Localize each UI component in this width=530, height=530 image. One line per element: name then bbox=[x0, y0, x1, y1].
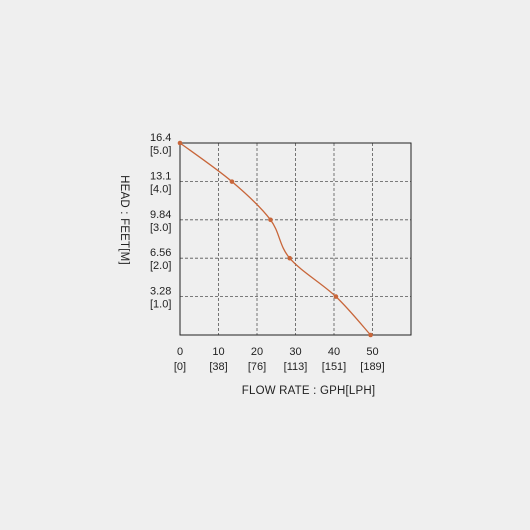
y-tick-label: 3.28 bbox=[150, 286, 171, 298]
y-tick-sublabel: [1.0] bbox=[150, 299, 171, 311]
x-tick-sublabel: [38] bbox=[209, 361, 227, 373]
y-tick-sublabel: [2.0] bbox=[150, 260, 171, 272]
data-point bbox=[177, 140, 183, 146]
x-tick-sublabel: [151] bbox=[322, 361, 346, 373]
y-tick-sublabel: [4.0] bbox=[150, 184, 171, 196]
data-point bbox=[268, 217, 273, 223]
y-tick-sublabel: [3.0] bbox=[150, 222, 171, 234]
data-point bbox=[333, 294, 339, 299]
y-tick-labels: 16.4[5.0] 13.1[4.0] 9.84[3.0] 6.56[2.0] 3.28… bbox=[150, 132, 171, 311]
x-tick-label: 30 bbox=[289, 346, 301, 358]
x-tick-sublabel: [113] bbox=[284, 361, 308, 373]
plot-frame bbox=[179, 142, 412, 336]
y-tick-sublabel: [5.0] bbox=[150, 145, 171, 157]
y-tick-label: 16.4 bbox=[150, 132, 171, 144]
data-point bbox=[368, 332, 373, 338]
x-tick-label: 10 bbox=[212, 346, 224, 358]
x-tick-label: 50 bbox=[366, 346, 378, 358]
grid-lines bbox=[180, 143, 411, 335]
y-tick-label: 6.56 bbox=[150, 247, 171, 259]
y-axis-title: HEAD : FEET[M] bbox=[118, 175, 130, 265]
x-tick-sublabel: [76] bbox=[248, 361, 266, 373]
data-point bbox=[229, 179, 235, 184]
x-tick-label: 20 bbox=[251, 346, 263, 358]
x-tick-sublabel: [0] bbox=[174, 361, 186, 373]
series-line bbox=[179, 142, 372, 336]
x-tick-label: 40 bbox=[328, 346, 340, 358]
x-axis-title: FLOW RATE : GPH[LPH] bbox=[242, 385, 376, 397]
x-tick-sublabel: [189] bbox=[360, 361, 384, 373]
y-tick-label: 9.84 bbox=[150, 209, 171, 221]
y-tick-label: 13.1 bbox=[150, 171, 171, 183]
x-tick-labels: 0 [0] 10 [38] 20 [76] 30 [113] 40 [151] 50 [189] bbox=[174, 346, 385, 373]
x-tick-label: 0 bbox=[177, 346, 183, 358]
data-point bbox=[287, 255, 293, 261]
data-points bbox=[177, 140, 373, 338]
